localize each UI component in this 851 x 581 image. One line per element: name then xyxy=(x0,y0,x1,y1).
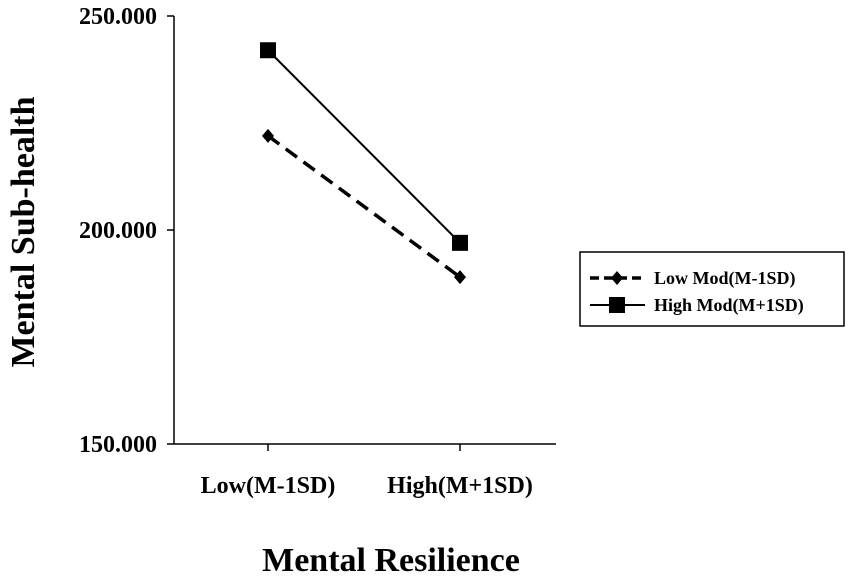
y-tick-label: 250.000 xyxy=(79,4,157,30)
legend-item: Low Mod(M-1SD) xyxy=(590,268,796,289)
square-marker xyxy=(609,297,625,313)
legend-item: High Mod(M+1SD) xyxy=(590,295,804,316)
series-layer xyxy=(260,42,468,285)
y-axis-title: Mental Sub-health xyxy=(5,96,42,367)
diamond-marker xyxy=(611,271,623,285)
x-tick-label: High(M+1SD) xyxy=(387,473,533,499)
legend-label: Low Mod(M-1SD) xyxy=(654,268,796,289)
series-low-mod xyxy=(262,128,466,285)
x-axis-title: Mental Resilience xyxy=(262,542,520,579)
series-line xyxy=(267,49,461,244)
x-tick-label: Low(M-1SD) xyxy=(201,473,336,499)
axes xyxy=(173,16,556,445)
series-high-mod xyxy=(260,42,468,251)
diamond-marker xyxy=(454,270,466,285)
x-axis-ticks: Low(M-1SD) High(M+1SD) xyxy=(201,444,533,499)
diamond-marker xyxy=(262,128,274,143)
legend: Low Mod(M-1SD) High Mod(M+1SD) xyxy=(579,251,845,327)
legend-box xyxy=(579,251,845,327)
y-axis-ticks: 150.000 200.000 250.000 xyxy=(79,4,174,458)
series-line xyxy=(266,134,462,279)
y-tick-label: 150.000 xyxy=(79,432,157,458)
square-marker xyxy=(452,234,468,251)
legend-label: High Mod(M+1SD) xyxy=(654,295,804,316)
square-marker xyxy=(260,42,276,59)
y-tick-label: 200.000 xyxy=(79,218,157,244)
